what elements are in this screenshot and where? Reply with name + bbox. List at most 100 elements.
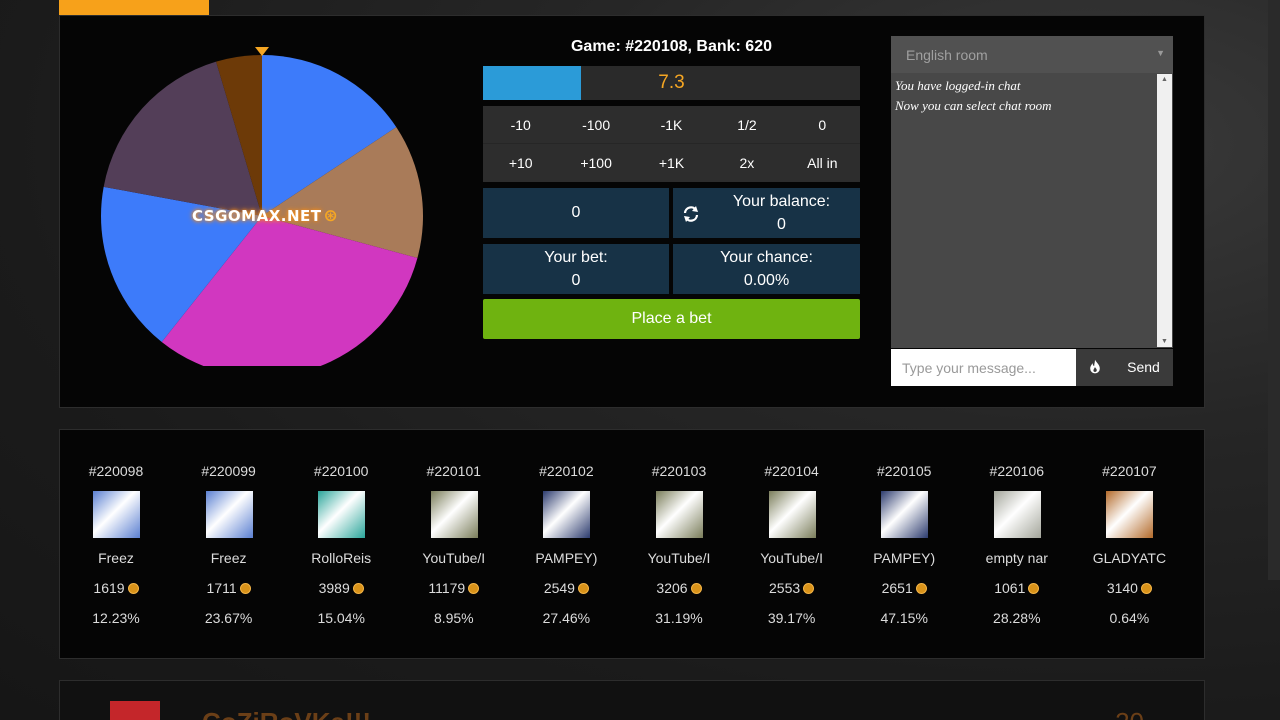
your-bet-value: 0 (571, 272, 581, 289)
history-game-id: #220106 (989, 463, 1045, 479)
history-winner-name: empty nar (985, 550, 1048, 566)
history-winner-name: YouTube/I (760, 550, 823, 566)
coin-icon (803, 583, 815, 594)
chat-room-select[interactable]: English room ▼ (891, 36, 1173, 73)
history-game-id: #220103 (651, 463, 707, 479)
history-list: #220098 Freez 1619 12.23% #220099 Freez 1711 23… (60, 430, 1206, 660)
wheel-pointer-icon (255, 47, 269, 56)
history-amount: 1619 (60, 580, 172, 596)
history-amount: 1061 (961, 580, 1073, 596)
tab-inactive[interactable] (209, 0, 509, 15)
history-avatar (881, 491, 929, 538)
tab-active[interactable] (59, 0, 209, 15)
history-winner-name: Freez (210, 550, 247, 566)
history-chance: 27.46% (542, 610, 591, 626)
adjust-double-button[interactable]: 2x (739, 155, 755, 171)
adjust-minus-10-button[interactable]: -10 (510, 117, 531, 133)
history-item[interactable]: #220107 GLADYATC 3140 0.64% (1073, 430, 1185, 660)
history-winner-name: RolloReis (311, 550, 372, 566)
history-game-id: #220104 (764, 463, 819, 479)
chat-scrollbar[interactable]: ▲ ▼ (1157, 74, 1172, 347)
history-item[interactable]: #220098 Freez 1619 12.23% (60, 430, 172, 660)
history-item[interactable]: #220105 PAMPEY) 2651 47.15% (848, 430, 960, 660)
bet-adjust-grid: -10 -100 -1K 1/2 0 +10 +100 +1K 2x All i… (483, 106, 860, 182)
game-title: Game: #220108, Bank: 620 (570, 38, 772, 55)
coin-icon (915, 583, 927, 594)
bet-amount-input[interactable]: 0 (483, 188, 669, 238)
history-avatar (768, 491, 816, 538)
history-chance: 0.64% (1109, 610, 1150, 626)
history-chance: 15.04% (317, 610, 365, 626)
logo-icon: ⊛ (323, 206, 339, 226)
adjust-minus-100-button[interactable]: -100 (582, 117, 611, 133)
send-button[interactable]: Send (1114, 349, 1173, 386)
adjust-minus-1k-button[interactable]: -1K (660, 117, 683, 133)
history-chance: 31.19% (655, 610, 703, 626)
adjust-all-in-button[interactable]: All in (807, 155, 838, 171)
history-avatar (543, 491, 591, 538)
history-item[interactable]: #220101 YouTube/I 11179 8.95% (398, 430, 510, 660)
chat-message: Now you can select chat room (895, 98, 1052, 113)
coin-icon (1028, 583, 1040, 594)
adjust-plus-10-button[interactable]: +10 (508, 155, 533, 171)
winner-name: CoZiRoVKa!!! (202, 707, 371, 720)
adjust-row-2: +10 +100 +1K 2x All in (483, 144, 860, 182)
chat-messages: You have logged-in chat Now you can sele… (891, 73, 1173, 348)
history-panel: #220098 Freez 1619 12.23% #220099 Freez 1711 23… (59, 429, 1205, 659)
adjust-row-1: -10 -100 -1K 1/2 0 (483, 106, 860, 144)
coin-icon (577, 583, 589, 594)
coin-icon (468, 583, 480, 594)
page-scrollbar[interactable] (1268, 0, 1280, 580)
history-amount-value: 2651 (881, 580, 913, 596)
history-item[interactable]: #220099 Freez 1711 23.67% (173, 430, 285, 660)
history-item[interactable]: #220100 RolloReis 3989 15.04% (285, 430, 397, 660)
history-avatar (993, 491, 1041, 538)
history-amount-value: 3989 (318, 580, 350, 596)
history-item[interactable]: #220106 empty nar 1061 28.28% (961, 430, 1073, 660)
fire-button[interactable] (1076, 349, 1114, 386)
history-chance: 23.67% (204, 610, 253, 626)
history-winner-name: YouTube/I (647, 550, 711, 566)
adjust-zero-button[interactable]: 0 (818, 117, 827, 133)
history-amount: 3140 (1073, 580, 1185, 596)
scroll-down-icon[interactable]: ▼ (1161, 338, 1168, 345)
chat-message-input[interactable] (891, 349, 1076, 386)
chat-panel: English room ▼ You have logged-in chat N… (891, 36, 1173, 386)
history-amount: 3989 (285, 580, 397, 596)
coin-icon (690, 583, 702, 594)
refresh-icon[interactable] (681, 204, 701, 224)
chevron-down-icon: ▼ (1156, 48, 1165, 58)
history-item[interactable]: #220104 YouTube/I 2553 39.17% (736, 430, 848, 660)
history-winner-name: GLADYATC (1092, 550, 1167, 566)
scroll-up-icon[interactable]: ▲ (1161, 76, 1168, 83)
history-winner-name: YouTube/I (422, 550, 486, 566)
history-avatar (318, 491, 366, 538)
history-winner-name: PAMPEY) (535, 550, 598, 566)
history-avatar (430, 491, 478, 538)
wheel-slice (216, 55, 262, 216)
history-amount-value: 3206 (656, 580, 688, 596)
adjust-plus-100-button[interactable]: +100 (580, 155, 612, 171)
history-amount: 3206 (623, 580, 735, 596)
history-amount: 2549 (510, 580, 622, 596)
adjust-half-button[interactable]: 1/2 (737, 117, 757, 133)
history-avatar (1106, 491, 1154, 538)
timer-value: 7.3 (658, 72, 685, 93)
coin-icon (239, 583, 251, 594)
history-amount: 1711 (173, 580, 285, 596)
place-bet-button[interactable]: Place a bet (483, 299, 860, 339)
history-avatar (656, 491, 703, 538)
history-item[interactable]: #220102 PAMPEY) 2549 27.46% (510, 430, 622, 660)
history-game-id: #220100 (313, 463, 369, 479)
wheel-slice (161, 216, 418, 366)
winner-amount: 20 (1115, 707, 1144, 720)
wheel-slice (262, 55, 397, 216)
adjust-plus-1k-button[interactable]: +1K (658, 155, 685, 171)
history-amount-value: 11179 (428, 580, 466, 596)
history-amount-value: 1711 (206, 580, 237, 596)
history-item[interactable]: #220103 YouTube/I 3206 31.19% (623, 430, 735, 660)
history-game-id: #220102 (539, 463, 594, 479)
history-game-id: #220105 (876, 463, 932, 479)
timer-fill (483, 66, 582, 100)
history-chance: 39.17% (767, 610, 816, 626)
